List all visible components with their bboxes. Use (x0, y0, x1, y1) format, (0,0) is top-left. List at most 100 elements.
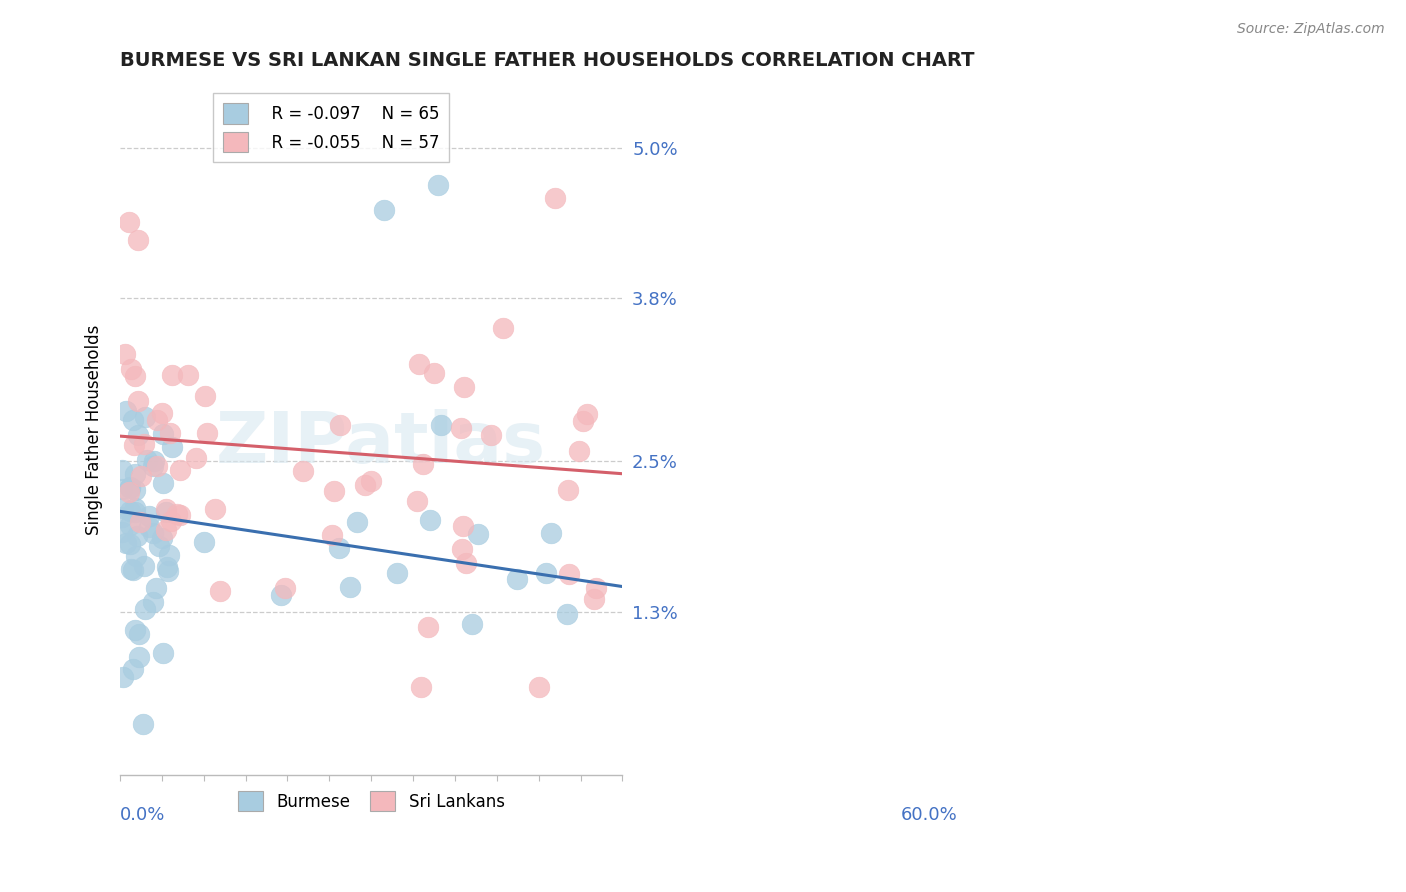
Point (416, 620, 439, 634)
Point (118, 503, 141, 517)
Point (118, 518, 141, 533)
Point (132, 436, 155, 450)
Point (157, 548, 180, 562)
Point (132, 717, 155, 731)
Point (568, 443, 591, 458)
Point (129, 515, 152, 529)
Point (118, 482, 141, 496)
Point (148, 540, 170, 554)
Point (142, 525, 165, 540)
Point (124, 623, 146, 637)
Point (136, 453, 159, 467)
Point (128, 627, 150, 641)
Text: BURMESE VS SRI LANKAN SINGLE FATHER HOUSEHOLDS CORRELATION CHART: BURMESE VS SRI LANKAN SINGLE FATHER HOUS… (120, 51, 974, 70)
Point (122, 438, 145, 452)
Point (120, 562, 142, 576)
Point (150, 407, 173, 421)
Point (145, 413, 167, 427)
Point (540, 526, 562, 541)
Point (177, 368, 200, 382)
Point (292, 464, 315, 478)
Point (571, 414, 593, 428)
Point (138, 509, 160, 524)
Point (118, 537, 141, 551)
Point (169, 463, 191, 477)
Point (146, 458, 169, 473)
Point (585, 582, 607, 596)
Point (127, 427, 149, 442)
Point (132, 559, 155, 574)
Point (159, 514, 181, 528)
Point (160, 440, 183, 454)
Text: 60.0%: 60.0% (901, 805, 957, 823)
Point (450, 542, 472, 557)
Point (329, 417, 352, 432)
Point (479, 428, 502, 442)
Point (159, 426, 181, 441)
Point (558, 567, 581, 582)
Point (456, 557, 478, 571)
Point (125, 549, 148, 563)
Point (197, 425, 219, 440)
Point (142, 595, 165, 609)
Point (127, 529, 149, 543)
Point (419, 513, 441, 527)
Point (121, 563, 143, 577)
Point (118, 484, 141, 499)
Point (152, 427, 174, 442)
Point (406, 493, 429, 508)
Point (492, 321, 515, 335)
Point (114, 346, 136, 360)
Point (157, 564, 180, 578)
Text: ZIPatlas: ZIPatlas (217, 409, 547, 478)
Point (408, 357, 430, 371)
Point (143, 454, 166, 468)
Point (128, 649, 150, 664)
Point (129, 468, 152, 483)
Point (166, 507, 188, 521)
Point (152, 475, 174, 490)
Point (142, 458, 165, 473)
Point (124, 505, 146, 519)
Point (134, 409, 156, 424)
Point (111, 524, 134, 539)
Point (450, 421, 472, 435)
Point (411, 680, 433, 694)
Point (557, 483, 579, 498)
Point (111, 483, 134, 497)
Point (184, 451, 207, 466)
Point (430, 418, 453, 433)
Point (346, 516, 368, 530)
Point (155, 501, 177, 516)
Point (412, 457, 434, 471)
Point (160, 368, 183, 382)
Point (328, 541, 350, 555)
Point (118, 215, 141, 229)
Point (270, 588, 292, 602)
Point (354, 478, 377, 492)
Point (169, 508, 191, 523)
Point (155, 523, 177, 537)
Point (150, 531, 173, 545)
Point (322, 483, 344, 498)
Point (124, 501, 146, 516)
Point (576, 407, 599, 421)
Point (582, 592, 605, 607)
Point (544, 191, 567, 205)
Point (209, 583, 232, 598)
Point (453, 518, 475, 533)
Point (423, 367, 446, 381)
Point (111, 510, 134, 524)
Point (155, 559, 177, 574)
Point (360, 474, 382, 488)
Point (124, 483, 146, 497)
Point (555, 607, 578, 621)
Point (121, 413, 143, 427)
Text: Source: ZipAtlas.com: Source: ZipAtlas.com (1237, 22, 1385, 37)
Point (120, 362, 142, 376)
Point (461, 617, 484, 632)
Point (115, 536, 138, 550)
Point (506, 572, 529, 586)
Point (274, 581, 297, 595)
Point (145, 581, 167, 595)
